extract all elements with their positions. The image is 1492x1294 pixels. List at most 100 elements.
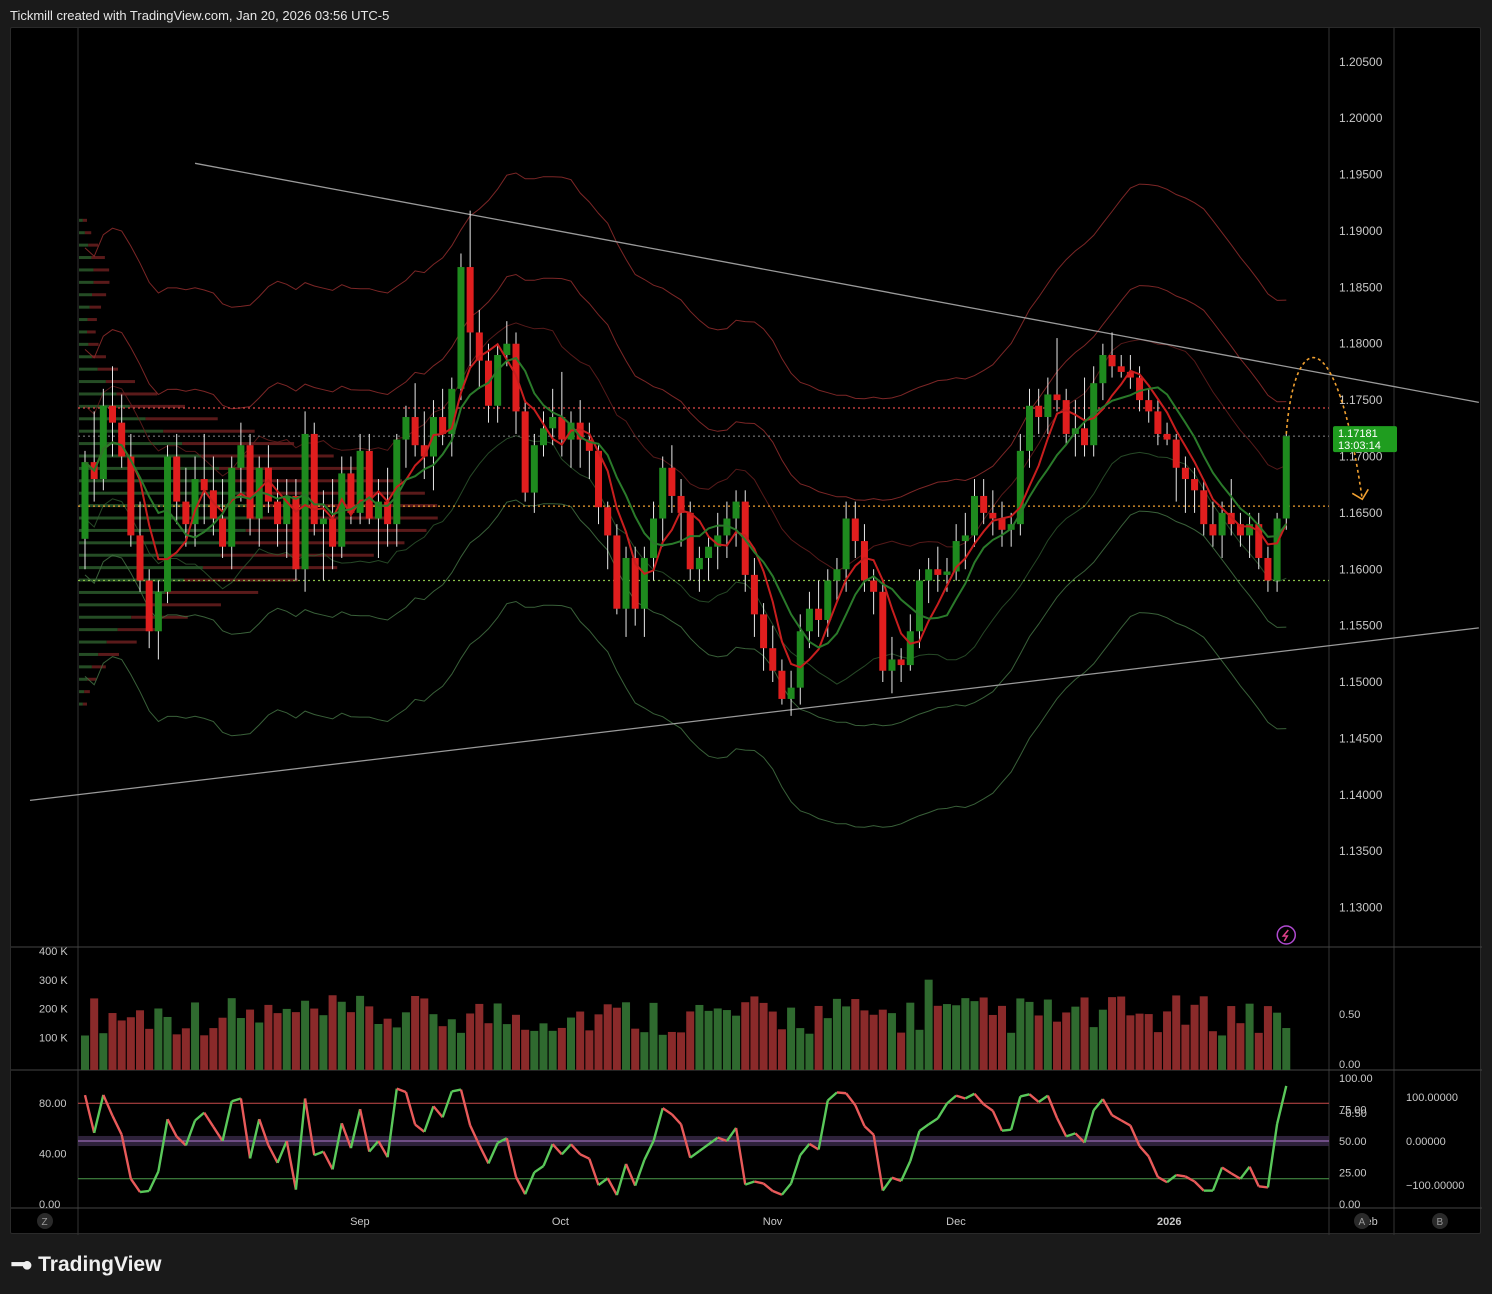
moving-average-green xyxy=(84,356,1288,649)
volume-profile-bar-up xyxy=(79,578,184,582)
oscillator-segment xyxy=(891,1176,902,1183)
candle-down xyxy=(118,422,126,457)
volume-profile-bar-up xyxy=(79,479,235,483)
candle-up xyxy=(1026,405,1034,451)
volume-profile-bar-up xyxy=(79,342,89,346)
candle-up xyxy=(961,535,969,542)
volume-profile-bar-up xyxy=(79,330,88,334)
volume-bar xyxy=(612,1007,621,1070)
volume-profile-bar-down xyxy=(91,256,105,260)
oscillator-segment xyxy=(524,1171,536,1195)
axis-button-z-label: Z xyxy=(42,1217,48,1228)
oscillator-segment xyxy=(231,1097,242,1103)
oscillator-segment xyxy=(854,1104,866,1127)
candle-up xyxy=(732,501,740,519)
footer: ━● TradingView xyxy=(12,1252,161,1277)
volume-bar xyxy=(236,1018,245,1070)
oscillator-segment xyxy=(634,1159,646,1187)
candle-down xyxy=(219,518,227,547)
volume-bar xyxy=(310,1008,319,1070)
oscillator-tick-left: 80.00 xyxy=(39,1098,67,1110)
volume-profile-bar-up xyxy=(79,640,107,644)
volume-bar xyxy=(401,1012,410,1070)
candle-down xyxy=(879,591,887,671)
candle-down xyxy=(980,495,988,513)
time-tick-label: Dec xyxy=(946,1216,966,1228)
candle-down xyxy=(1126,371,1134,378)
candle-up xyxy=(970,495,978,536)
candle-down xyxy=(989,512,997,519)
volume-bar xyxy=(90,998,99,1070)
volume-profile-bar-down xyxy=(92,293,107,297)
volume-bar xyxy=(649,1002,658,1070)
volume-profile-bar-down xyxy=(82,702,87,706)
chart-canvas[interactable]: 1.20500 1.20000 1.19500 1.19000 1.18500 1.180… xyxy=(11,28,1482,1235)
volume-profile-bar-down xyxy=(147,603,221,607)
volume-bar xyxy=(713,1008,722,1070)
candle-down xyxy=(631,557,639,609)
candle-down xyxy=(860,541,868,581)
candle-down xyxy=(1200,490,1208,525)
oscillator-segment xyxy=(652,1107,664,1142)
volume-bar xyxy=(686,1011,695,1070)
oscillator-segment xyxy=(734,1127,747,1185)
volume-profile-bar-down xyxy=(84,231,92,235)
candle-up xyxy=(659,467,667,519)
volume-profile-bar-down xyxy=(245,491,425,495)
oscillator-segment xyxy=(1028,1093,1040,1103)
candle-up xyxy=(1246,524,1254,536)
volume-profile-bar-up xyxy=(79,466,219,470)
volume-bar xyxy=(530,1030,539,1070)
volume-bar xyxy=(374,1024,383,1070)
last-price-label: 1.17181 xyxy=(1338,428,1378,440)
volume-profile-bar-up xyxy=(79,256,92,260)
volume-tick-left: 100 K xyxy=(39,1032,68,1044)
oscillator-segment xyxy=(1193,1180,1205,1192)
oscillator-tick-far-right: 100.00000 xyxy=(1406,1092,1458,1104)
oscillator-segment xyxy=(432,1105,444,1118)
volume-bar xyxy=(814,1005,823,1070)
volume-bar xyxy=(209,1028,218,1070)
volume-profile-bar-down xyxy=(82,218,87,222)
oscillator-segment xyxy=(560,1143,572,1156)
volume-profile-bar-down xyxy=(98,652,119,656)
candle-down xyxy=(1136,377,1144,401)
volume-bar xyxy=(823,1018,832,1070)
volume-bar xyxy=(1034,1015,1043,1070)
candle-up xyxy=(99,405,107,480)
volume-tick-left: 200 K xyxy=(39,1004,68,1016)
volume-bar xyxy=(1163,1011,1172,1070)
volume-bar xyxy=(887,1013,896,1070)
candle-down xyxy=(897,659,905,666)
oscillator-segment xyxy=(221,1101,233,1142)
oscillator-segment xyxy=(1074,1132,1086,1144)
oscillator-segment xyxy=(258,1118,270,1146)
oscillator-segment xyxy=(1147,1155,1159,1178)
candle-down xyxy=(173,456,181,502)
volume-bar xyxy=(1071,1006,1080,1070)
candle-down xyxy=(1172,439,1180,468)
volume-bar xyxy=(1245,1003,1254,1070)
volume-bar xyxy=(842,1006,851,1070)
oscillator-segment xyxy=(973,1092,985,1106)
candle-up xyxy=(888,659,896,671)
volume-bar xyxy=(979,997,988,1070)
candle-up xyxy=(494,355,502,406)
candle-up xyxy=(906,631,914,666)
volume-profile-bar-down xyxy=(165,590,259,594)
candle-down xyxy=(815,608,823,620)
volume-profile-bar-up xyxy=(79,590,166,594)
oscillator-segment xyxy=(1176,1173,1186,1178)
oscillator-segment xyxy=(799,1143,811,1156)
oscillator-segment xyxy=(386,1088,398,1158)
oscillator-segment xyxy=(358,1108,371,1152)
oscillator-segment xyxy=(340,1122,353,1149)
oscillator-segment xyxy=(762,1182,774,1192)
candle-down xyxy=(310,433,318,525)
candle-up xyxy=(81,462,89,539)
oscillator-segment xyxy=(946,1094,957,1105)
oscillator-segment xyxy=(679,1124,692,1158)
volume-bar xyxy=(466,1013,475,1070)
oscillator-tick-far-right: 0.00000 xyxy=(1406,1136,1446,1148)
oscillator-tick-far-right: −100.00000 xyxy=(1406,1180,1464,1192)
